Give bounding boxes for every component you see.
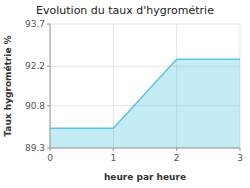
- x-axis-label: heure par heure: [104, 172, 186, 182]
- y-axis-line: [50, 24, 51, 148]
- y-tick-label: 89.3: [25, 143, 45, 153]
- grid-line-y: [50, 148, 240, 149]
- y-tick-label: 90.8: [25, 101, 45, 111]
- area-fill: [50, 59, 240, 148]
- chart-title: Evolution du taux d'hygrométrie: [36, 4, 214, 17]
- area-line: [50, 59, 240, 128]
- x-tick-label: 3: [237, 153, 243, 163]
- grid-line-y: [50, 24, 240, 25]
- x-tick: [113, 148, 114, 151]
- x-tick: [176, 148, 177, 151]
- grid-line-x: [50, 24, 51, 148]
- y-axis-label: Taux hygrométrie %: [3, 35, 13, 136]
- background: [0, 0, 250, 188]
- y-tick: [47, 105, 50, 106]
- x-tick: [240, 148, 241, 151]
- x-tick: [50, 148, 51, 151]
- chart-svg: 89.3 90.8 92.2 93.7 0 1 2 3 Evolution du taux d'…: [0, 0, 250, 188]
- x-tick-label: 2: [174, 153, 180, 163]
- chart-container: 89.3 90.8 92.2 93.7 0 1 2 3 Evolution du taux d'…: [0, 0, 250, 188]
- x-tick-label: 1: [110, 153, 116, 163]
- plot-area: [50, 59, 240, 148]
- grid: [50, 24, 240, 148]
- x-tick-label: 0: [47, 153, 53, 163]
- x-axis-line: [50, 148, 240, 149]
- y-tick: [47, 66, 50, 67]
- y-tick-label: 93.7: [25, 19, 45, 29]
- y-tick-label: 92.2: [25, 61, 45, 71]
- y-tick: [47, 24, 50, 25]
